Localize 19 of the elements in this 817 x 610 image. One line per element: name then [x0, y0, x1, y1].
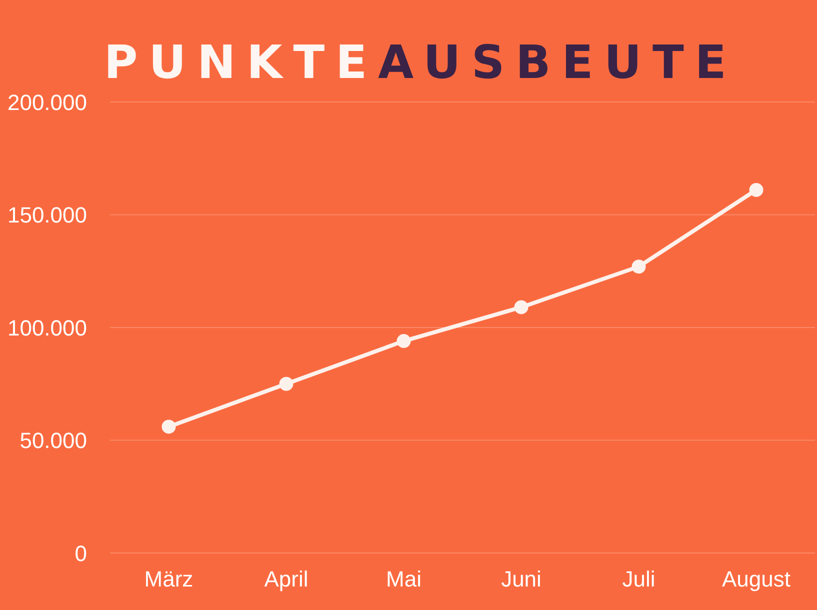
x-tick-label: Juni	[501, 566, 542, 592]
y-tick-label: 0	[74, 540, 87, 566]
x-tick-label: August	[722, 566, 790, 592]
point	[162, 420, 176, 434]
y-tick-label: 200.000	[7, 90, 87, 115]
x-tick-label: Juli	[622, 566, 656, 592]
y-tick-label: 100.000	[7, 315, 87, 340]
point	[632, 260, 646, 274]
point	[749, 182, 764, 197]
x-tick-label: März	[144, 566, 194, 592]
chart-title: PUNKTE	[104, 35, 378, 89]
point	[514, 300, 528, 314]
y-tick-label: 50.000	[20, 428, 87, 454]
chart-subtitle: AUSBEUTE	[378, 35, 738, 89]
y-tick-label: 150.000	[7, 202, 87, 228]
x-tick-label: Mai	[386, 566, 422, 592]
x-tick-label: April	[264, 566, 308, 592]
point	[396, 334, 411, 348]
point	[279, 376, 294, 391]
